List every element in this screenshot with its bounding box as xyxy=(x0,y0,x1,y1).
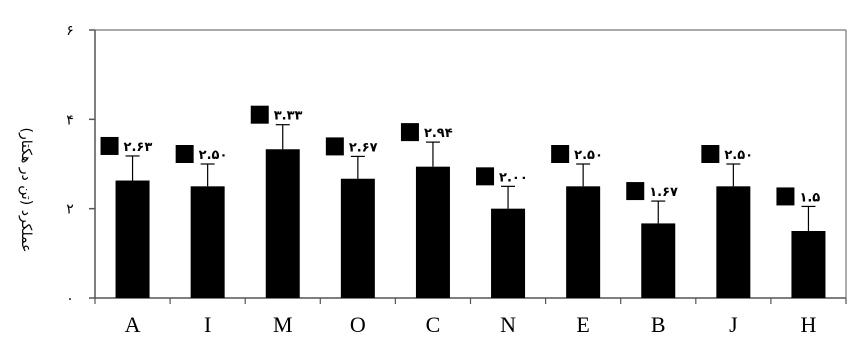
y-axis-label: عملکرد (تن در هکتار) xyxy=(18,128,34,253)
x-tick-label: J xyxy=(729,312,738,337)
value-marker xyxy=(776,187,795,206)
x-tick-label: C xyxy=(426,312,441,337)
bars xyxy=(115,124,826,298)
x-tick-label: E xyxy=(576,312,589,337)
bar xyxy=(265,149,300,298)
x-tick-label: A xyxy=(125,312,141,337)
value-label: ۲.۵۰ xyxy=(574,148,603,163)
value-label: ۲.۶۳ xyxy=(124,140,153,155)
value-marker xyxy=(400,123,419,142)
value-label: ۲.۶۷ xyxy=(349,140,378,155)
value-marker xyxy=(476,167,495,186)
value-marker xyxy=(325,137,344,156)
y-tick-label: ۴ xyxy=(66,112,74,128)
y-tick-label: ۲ xyxy=(66,202,74,218)
value-marker xyxy=(250,105,269,124)
x-tick-label: B xyxy=(651,312,666,337)
value-label: ۲.۵۰ xyxy=(199,148,228,163)
bar xyxy=(115,180,150,298)
bar xyxy=(415,166,450,298)
bar xyxy=(340,178,375,298)
value-label: ۳.۳۳ xyxy=(274,109,303,124)
value-label: ۲.۵۰ xyxy=(724,148,753,163)
y-tick-label: ۶ xyxy=(66,23,74,39)
value-label: ۲.۹۴ xyxy=(424,126,453,141)
x-tick-label: I xyxy=(204,312,211,337)
value-label: ۱.۵ xyxy=(799,190,820,205)
x-tick-label: O xyxy=(350,312,366,337)
value-marker xyxy=(175,145,194,163)
bar xyxy=(190,186,225,298)
value-marker xyxy=(701,145,720,163)
y-tick-label: ۰ xyxy=(66,291,74,307)
x-tick-label: H xyxy=(801,312,817,337)
bar xyxy=(791,231,826,298)
value-marker xyxy=(100,136,119,155)
bar xyxy=(491,208,526,298)
value-label: ۱.۶۷ xyxy=(649,185,678,200)
bar xyxy=(716,186,751,298)
x-tick-label: M xyxy=(273,312,293,337)
value-marker xyxy=(626,182,645,201)
labels: ۲.۶۳ A ۲.۵۰ I ۳.۳۳ M ۲.۶۷ O ۲.۹۴ C ۲.۰۰ N ۲.۵۰ E ۱.۶۷ B… xyxy=(100,105,820,337)
value-label: ۲.۰۰ xyxy=(499,170,528,185)
bar xyxy=(566,186,601,298)
bar xyxy=(641,223,676,298)
x-tick-label: N xyxy=(500,312,516,337)
value-marker xyxy=(551,145,570,163)
